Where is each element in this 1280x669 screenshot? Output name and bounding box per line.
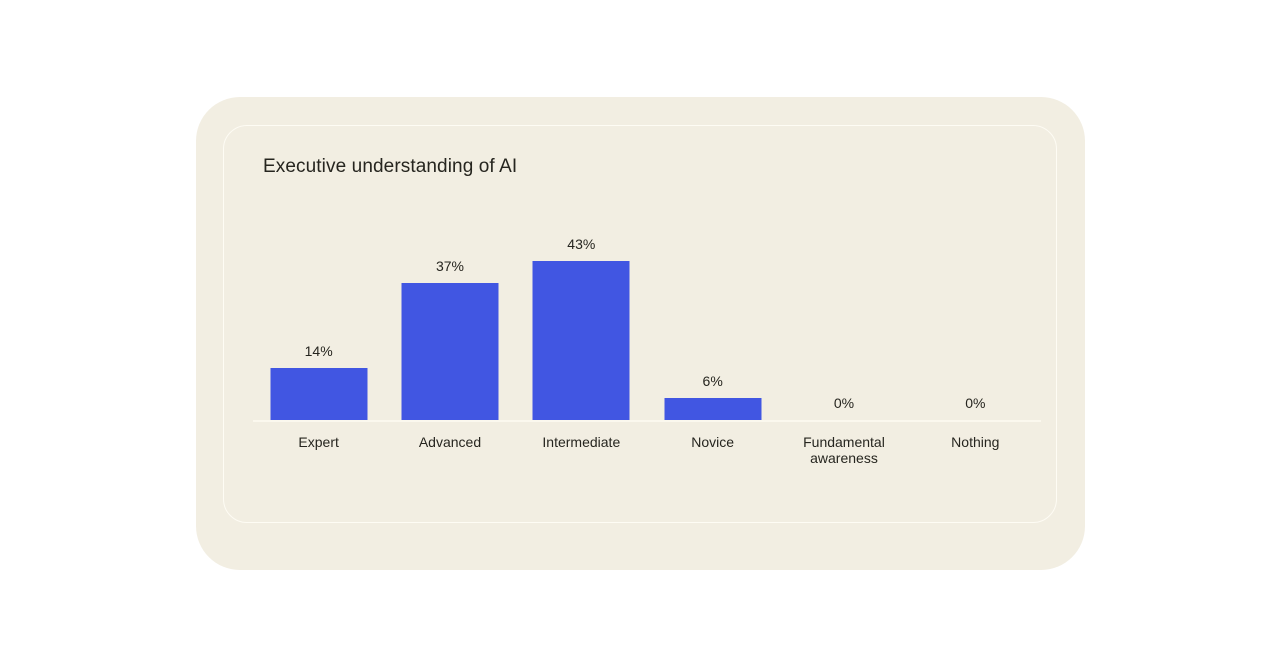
chart-column-novice: 6% <box>647 228 778 420</box>
category-label-novice: Novice <box>691 434 735 450</box>
chart-title: Executive understanding of AI <box>263 156 518 177</box>
bar-advanced <box>401 283 499 420</box>
bar-novice <box>664 397 762 420</box>
chart-column-nothing: 0% <box>910 228 1041 420</box>
x-axis-line <box>253 420 1041 422</box>
chart-column-fundamental-awareness: 0% <box>778 228 909 420</box>
chart-plot-area: 14% 37% 43% 6% 0% 0% <box>253 228 1041 420</box>
chart-panel: Executive understanding of AI 14% 37% 43% 6… <box>223 125 1057 523</box>
value-label-intermediate: 43% <box>567 235 596 252</box>
bar-expert <box>270 368 368 420</box>
chart-column-intermediate: 43% <box>516 228 647 420</box>
value-label-expert: 14% <box>304 343 333 360</box>
bar-intermediate <box>532 260 630 420</box>
value-label-novice: 6% <box>702 372 723 389</box>
category-label-intermediate: Intermediate <box>542 434 621 450</box>
category-label-nothing: Nothing <box>951 434 1000 450</box>
category-label-fundamental-awareness: Fundamental awareness <box>803 434 885 466</box>
value-label-advanced: 37% <box>435 258 464 275</box>
value-label-nothing: 0% <box>965 395 986 411</box>
chart-column-advanced: 37% <box>384 228 515 420</box>
chart-card: Executive understanding of AI 14% 37% 43% 6… <box>196 97 1085 570</box>
x-axis-labels: Expert Advanced Intermediate Novice Fundamen… <box>253 434 1041 466</box>
category-label-advanced: Advanced <box>418 434 482 450</box>
value-label-fundamental-awareness: 0% <box>833 395 855 411</box>
bar-chart: 14% 37% 43% 6% 0% 0% Expert Advanced Intermedia… <box>253 228 1041 466</box>
category-label-expert: Expert <box>298 434 339 450</box>
chart-column-expert: 14% <box>253 228 384 420</box>
